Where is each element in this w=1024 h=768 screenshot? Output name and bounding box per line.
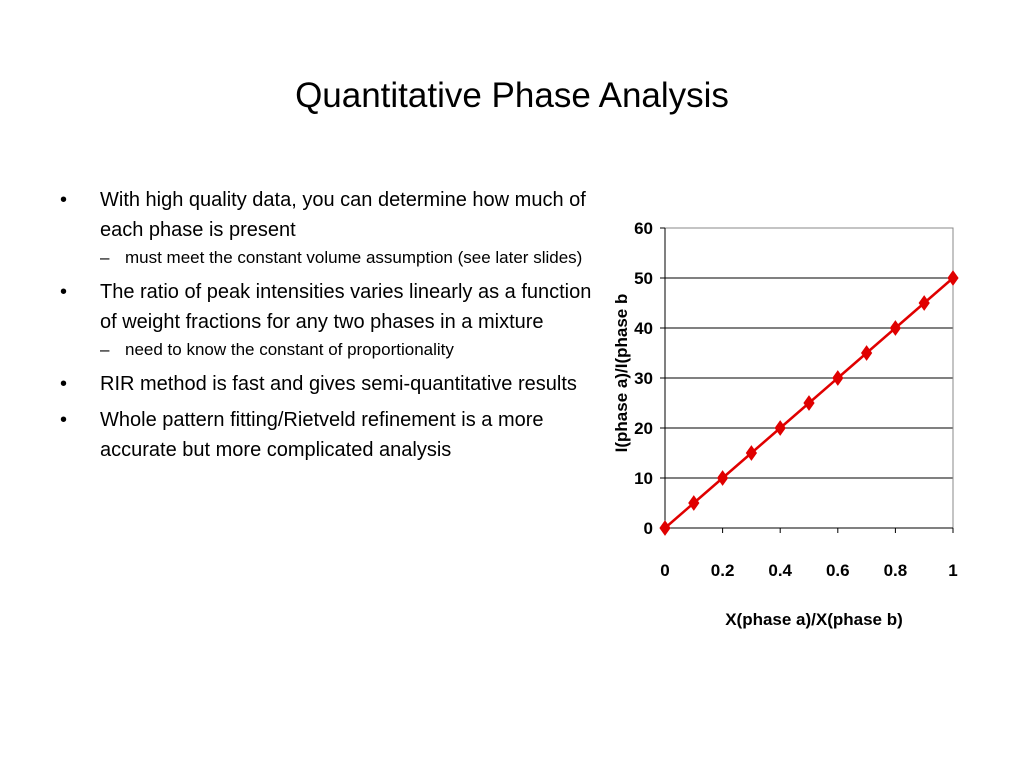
bullet-text: With high quality data, you can determin… [100,189,586,241]
data-point-marker [918,295,930,311]
data-point-marker [947,270,959,286]
x-axis-title: X(phase a)/X(phase b) [725,610,903,629]
sub-bullet-text: must meet the constant volume assumption… [125,248,583,267]
data-point-marker [688,495,700,511]
data-point-marker [659,520,671,536]
y-tick-label: 10 [634,469,653,488]
x-tick-label: 0.8 [884,561,908,580]
chart-svg: 0 10 20 30 40 50 60 0 0.2 0.4 0.6 0.8 1 X(phase a)/X(… [612,219,959,629]
x-tick-label: 0 [660,561,669,580]
bullet-item: • RIR method is fast and gives semi-quant… [60,369,600,399]
bullet-item: • With high quality data, you can determi… [60,185,600,271]
sub-bullet-list: – need to know the constant of proportion… [100,337,600,363]
y-axis-title: I(phase a)/I(phase b [612,294,631,453]
data-point-marker [716,470,729,486]
sub-bullet-text: need to know the constant of proportiona… [125,340,454,359]
y-tick-label: 60 [634,219,653,238]
bullet-marker: • [60,373,68,395]
data-point-marker [745,445,758,461]
y-tick-label: 40 [634,319,653,338]
bullet-text: The ratio of peak intensities varies lin… [100,281,592,333]
x-tick-label: 0.2 [711,561,735,580]
y-tick-label: 0 [644,519,653,538]
bullet-marker: • [60,409,68,431]
bullet-text: Whole pattern fitting/Rietveld refinemen… [100,409,544,461]
y-tick-label: 50 [634,269,653,288]
bullet-text: RIR method is fast and gives semi-quanti… [100,373,577,395]
chart: 0 10 20 30 40 50 60 0 0.2 0.4 0.6 0.8 1 X(phase a)/X(… [600,200,1000,650]
y-tick-label: 20 [634,419,653,438]
bullet-marker: • [60,281,68,303]
data-point-marker [774,420,786,436]
sub-bullet-list: – must meet the constant volume assumptio… [100,245,600,271]
data-point-marker [860,345,873,361]
sub-bullet-item: – need to know the constant of proportion… [100,337,600,363]
sub-bullet-item: – must meet the constant volume assumptio… [100,245,600,271]
x-tick-label: 0.6 [826,561,850,580]
bullet-item: • Whole pattern fitting/Rietveld refineme… [60,405,600,465]
data-point-marker [889,320,902,336]
slide-title: Quantitative Phase Analysis [295,76,729,115]
bullet-marker: • [60,189,68,211]
data-point-marker [803,395,815,411]
sub-bullet-marker: – [100,248,110,267]
data-point-marker [832,370,844,386]
bullet-item: • The ratio of peak intensities varies li… [60,277,600,363]
x-tick-label: 0.4 [768,561,792,580]
x-tick-label: 1 [948,561,957,580]
y-tick-label: 30 [634,369,653,388]
bullet-list: • With high quality data, you can determi… [60,185,600,471]
sub-bullet-marker: – [100,340,110,359]
